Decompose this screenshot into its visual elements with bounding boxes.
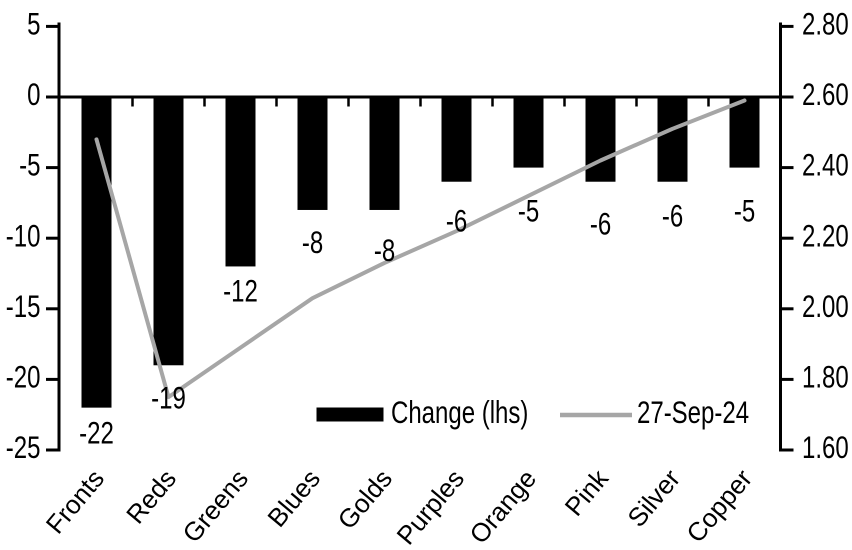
right-axis-tick-label: 1.60 <box>802 430 849 465</box>
category-label-purples: Purples <box>390 464 470 550</box>
category-label-greens: Greens <box>176 464 254 549</box>
legend-bar-label: Change (lhs) <box>391 395 528 430</box>
bar-series <box>81 97 760 408</box>
bar-value-label: -22 <box>79 416 114 451</box>
category-label-reds: Reds <box>120 464 182 530</box>
line-series <box>94 98 747 400</box>
bar-copper <box>729 97 760 168</box>
category-label-blues: Blues <box>261 464 326 533</box>
bar-silver <box>657 97 688 182</box>
legend-bar-swatch <box>316 407 384 422</box>
category-label-fronts: Fronts <box>40 464 110 540</box>
bar-data-labels: -22 -19 -12 -8 -8 -6 -5 -6 -6 -5 <box>79 194 755 451</box>
bar-value-label: -6 <box>446 204 467 239</box>
bar-value-label: -5 <box>518 194 539 229</box>
axis-tick-labels: 5 0 -5 -10 -15 -20 -25 2.80 2.60 2.40 2.20 2.00 1.80… <box>6 6 849 464</box>
bar-value-label: -12 <box>223 273 258 308</box>
right-axis-tick-label: 2.00 <box>802 289 849 324</box>
left-axis-tick-label: -25 <box>6 430 41 465</box>
left-axis-tick-label: -10 <box>6 218 41 253</box>
bar-golds <box>369 97 400 210</box>
left-axis-tick-label: -15 <box>6 289 41 324</box>
bar-reds <box>153 97 184 366</box>
bar-fronts <box>81 97 112 408</box>
category-label-golds: Golds <box>331 464 398 535</box>
bar-pink <box>585 97 616 182</box>
bar-greens <box>225 97 256 267</box>
category-label-copper: Copper <box>680 463 758 548</box>
category-label-silver: Silver <box>621 463 686 532</box>
category-label-pink: Pink <box>559 463 615 522</box>
left-axis-tick-label: -20 <box>6 359 41 394</box>
bar-orange <box>513 97 544 168</box>
line-series-path <box>94 98 747 400</box>
bar-value-label: -6 <box>662 199 683 234</box>
bar-value-label: -8 <box>374 233 395 268</box>
bar-value-label: -5 <box>734 194 755 229</box>
bar-value-label: -8 <box>302 225 323 260</box>
right-axis-tick-label: 2.20 <box>802 218 849 253</box>
bar-value-label: -19 <box>151 380 186 415</box>
right-axis-tick-label: 1.80 <box>802 359 849 394</box>
right-axis-tick-label: 2.40 <box>802 148 849 183</box>
right-axis-tick-label: 2.60 <box>802 77 849 112</box>
legend-line-label: 27-Sep-24 <box>637 395 749 430</box>
left-axis-tick-label: -5 <box>19 148 40 183</box>
bar-value-label: -6 <box>590 207 611 242</box>
legend: Change (lhs) 27-Sep-24 <box>316 395 749 430</box>
category-label-orange: Orange <box>463 464 542 550</box>
bar-blues <box>297 97 328 210</box>
left-axis-tick-label: 0 <box>27 77 40 112</box>
right-axis-tick-label: 2.80 <box>802 6 849 41</box>
left-axis-tick-label: 5 <box>27 6 40 41</box>
bar-purples <box>441 97 472 182</box>
